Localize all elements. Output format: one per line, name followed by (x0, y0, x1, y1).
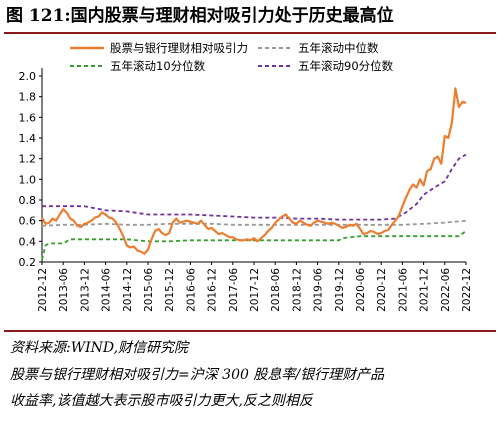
x-tick-label: 2014-06 (101, 268, 113, 312)
legend-label-0: 股票与银行理财相对吸引力 (110, 41, 248, 55)
x-tick-label: 2015-12 (164, 268, 176, 312)
x-tick-label: 2013-12 (79, 268, 91, 312)
y-tick-label: 1.6 (19, 111, 37, 124)
y-axis: 0.2 0.4 0.6 0.8 1.0 1.2 1.4 1.6 1.8 2.0 (19, 68, 43, 269)
x-tick-label: 2021-06 (397, 268, 409, 312)
y-tick-label: 0.6 (19, 215, 37, 228)
x-tick-label: 2015-06 (143, 268, 155, 312)
y-tick-label: 1.0 (19, 173, 37, 186)
title-divider (4, 32, 496, 34)
x-tick-label: 2012-12 (37, 268, 49, 312)
x-tick-label: 2022-12 (461, 268, 473, 312)
x-tick-label: 2022-06 (440, 268, 452, 312)
x-tick-label: 2020-06 (355, 268, 367, 312)
series-line-1 (41, 219, 467, 227)
source-note: 资料来源:WIND,财信研究院 (10, 340, 189, 356)
footer-divider (4, 330, 496, 332)
x-tick-label: 2021-12 (419, 268, 431, 312)
definition-note-line1: 股票与银行理财相对吸引力=沪深 300 股息率/银行理财产品 (10, 367, 385, 383)
legend-label-1: 五年滚动中位数 (298, 41, 379, 55)
x-tick-label: 2016-06 (185, 268, 197, 312)
series-line-3 (42, 153, 467, 221)
x-tick-label: 2019-12 (334, 268, 346, 312)
x-tick-label: 2013-06 (58, 268, 70, 312)
y-tick-label: 0.8 (19, 194, 37, 207)
x-tick-label: 2017-06 (228, 268, 240, 312)
legend-label-2: 五年滚动10分位数 (110, 59, 206, 73)
series-line-0 (41, 87, 467, 255)
y-tick-label: 0.4 (19, 235, 37, 248)
x-tick-label: 2018-06 (270, 268, 282, 312)
x-tick-label: 2017-12 (249, 268, 261, 312)
y-tick-label: 1.4 (19, 132, 37, 145)
x-tick-label: 2019-06 (313, 268, 325, 312)
x-tick-label: 2016-12 (207, 268, 219, 312)
definition-note-line2: 收益率,该值越大表示股市吸引力更大,反之则相反 (10, 393, 313, 409)
y-tick-label: 1.2 (19, 153, 37, 166)
x-tick-label: 2018-12 (291, 268, 303, 312)
x-axis: 2012-12 2013-06 2013-12 2014-06 2014-12 2015-… (37, 261, 473, 312)
y-tick-label: 0.2 (19, 256, 37, 269)
x-tick-label: 2020-12 (376, 268, 388, 312)
x-tick-label: 2014-12 (122, 268, 134, 312)
plot-area (41, 87, 467, 261)
figure-title: 图 121:国内股票与理财相对吸引力处于历史最高位 (6, 6, 394, 26)
legend-label-3: 五年滚动90分位数 (298, 59, 394, 73)
series-line-2 (41, 230, 467, 261)
y-tick-label: 1.8 (19, 91, 37, 104)
y-tick-label: 2.0 (19, 70, 37, 83)
